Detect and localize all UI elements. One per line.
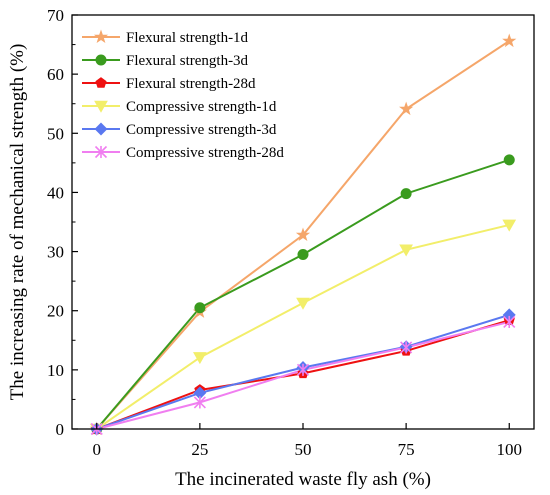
data-point	[295, 227, 311, 242]
y-tick-label: 60	[47, 65, 64, 84]
data-point	[94, 100, 108, 113]
y-tick-label: 0	[56, 420, 65, 439]
legend-item: Flexural strength-1d	[82, 29, 249, 46]
legend-label: Compressive strength-3d	[126, 122, 277, 138]
data-point	[400, 188, 412, 200]
legend-label: Flexural strength-3d	[126, 53, 249, 69]
data-point	[94, 145, 108, 159]
legend-item: Flexural strength-28d	[82, 76, 256, 92]
x-tick-label: 0	[93, 440, 102, 459]
legend-item: Flexural strength-3d	[82, 53, 249, 69]
legend-item: Compressive strength-3d	[82, 122, 277, 138]
series-line	[95, 158, 510, 430]
data-point	[297, 249, 309, 261]
legend-label: Flexural strength-28d	[126, 76, 256, 92]
data-point	[399, 244, 413, 257]
legend-label: Compressive strength-28d	[126, 145, 284, 161]
x-tick-label: 75	[398, 440, 415, 459]
x-tick-label: 25	[191, 440, 208, 459]
data-point	[193, 396, 206, 409]
data-point	[194, 302, 206, 314]
data-point	[503, 154, 515, 166]
x-axis-label: The incinerated waste fly ash (%)	[175, 469, 431, 490]
data-point	[399, 101, 414, 116]
y-tick-label: 20	[47, 302, 64, 321]
data-point	[503, 315, 516, 329]
data-point	[193, 352, 207, 365]
y-tick-label: 30	[47, 243, 64, 262]
y-axis-label: The increasing rate of mechanical streng…	[7, 44, 28, 401]
legend: Flexural strength-1d Flexural strength-3d…	[82, 29, 284, 161]
data-point	[296, 297, 310, 310]
x-axis: 0 25 50 75 100	[93, 423, 523, 459]
y-tick-label: 50	[47, 124, 64, 143]
y-axis: 0 10 20 30 40 50 60 70	[47, 6, 78, 439]
y-tick-label: 70	[47, 6, 64, 25]
data-point	[296, 363, 310, 376]
y-tick-label: 10	[47, 361, 64, 380]
data-point	[95, 77, 107, 88]
legend-label: Compressive strength-1d	[126, 99, 277, 115]
x-tick-label: 50	[295, 440, 312, 459]
data-point	[95, 54, 107, 66]
data-point	[502, 219, 517, 232]
legend-item: Compressive strength-1d	[82, 99, 277, 115]
y-tick-label: 40	[47, 183, 64, 202]
x-tick-label: 100	[497, 440, 523, 459]
data-point	[93, 29, 109, 44]
data-point	[502, 33, 517, 48]
legend-item: Compressive strength-28d	[82, 145, 284, 161]
legend-label: Flexural strength-1d	[126, 30, 249, 46]
series-markers	[89, 33, 517, 436]
data-point	[400, 341, 413, 354]
data-point	[94, 122, 108, 136]
